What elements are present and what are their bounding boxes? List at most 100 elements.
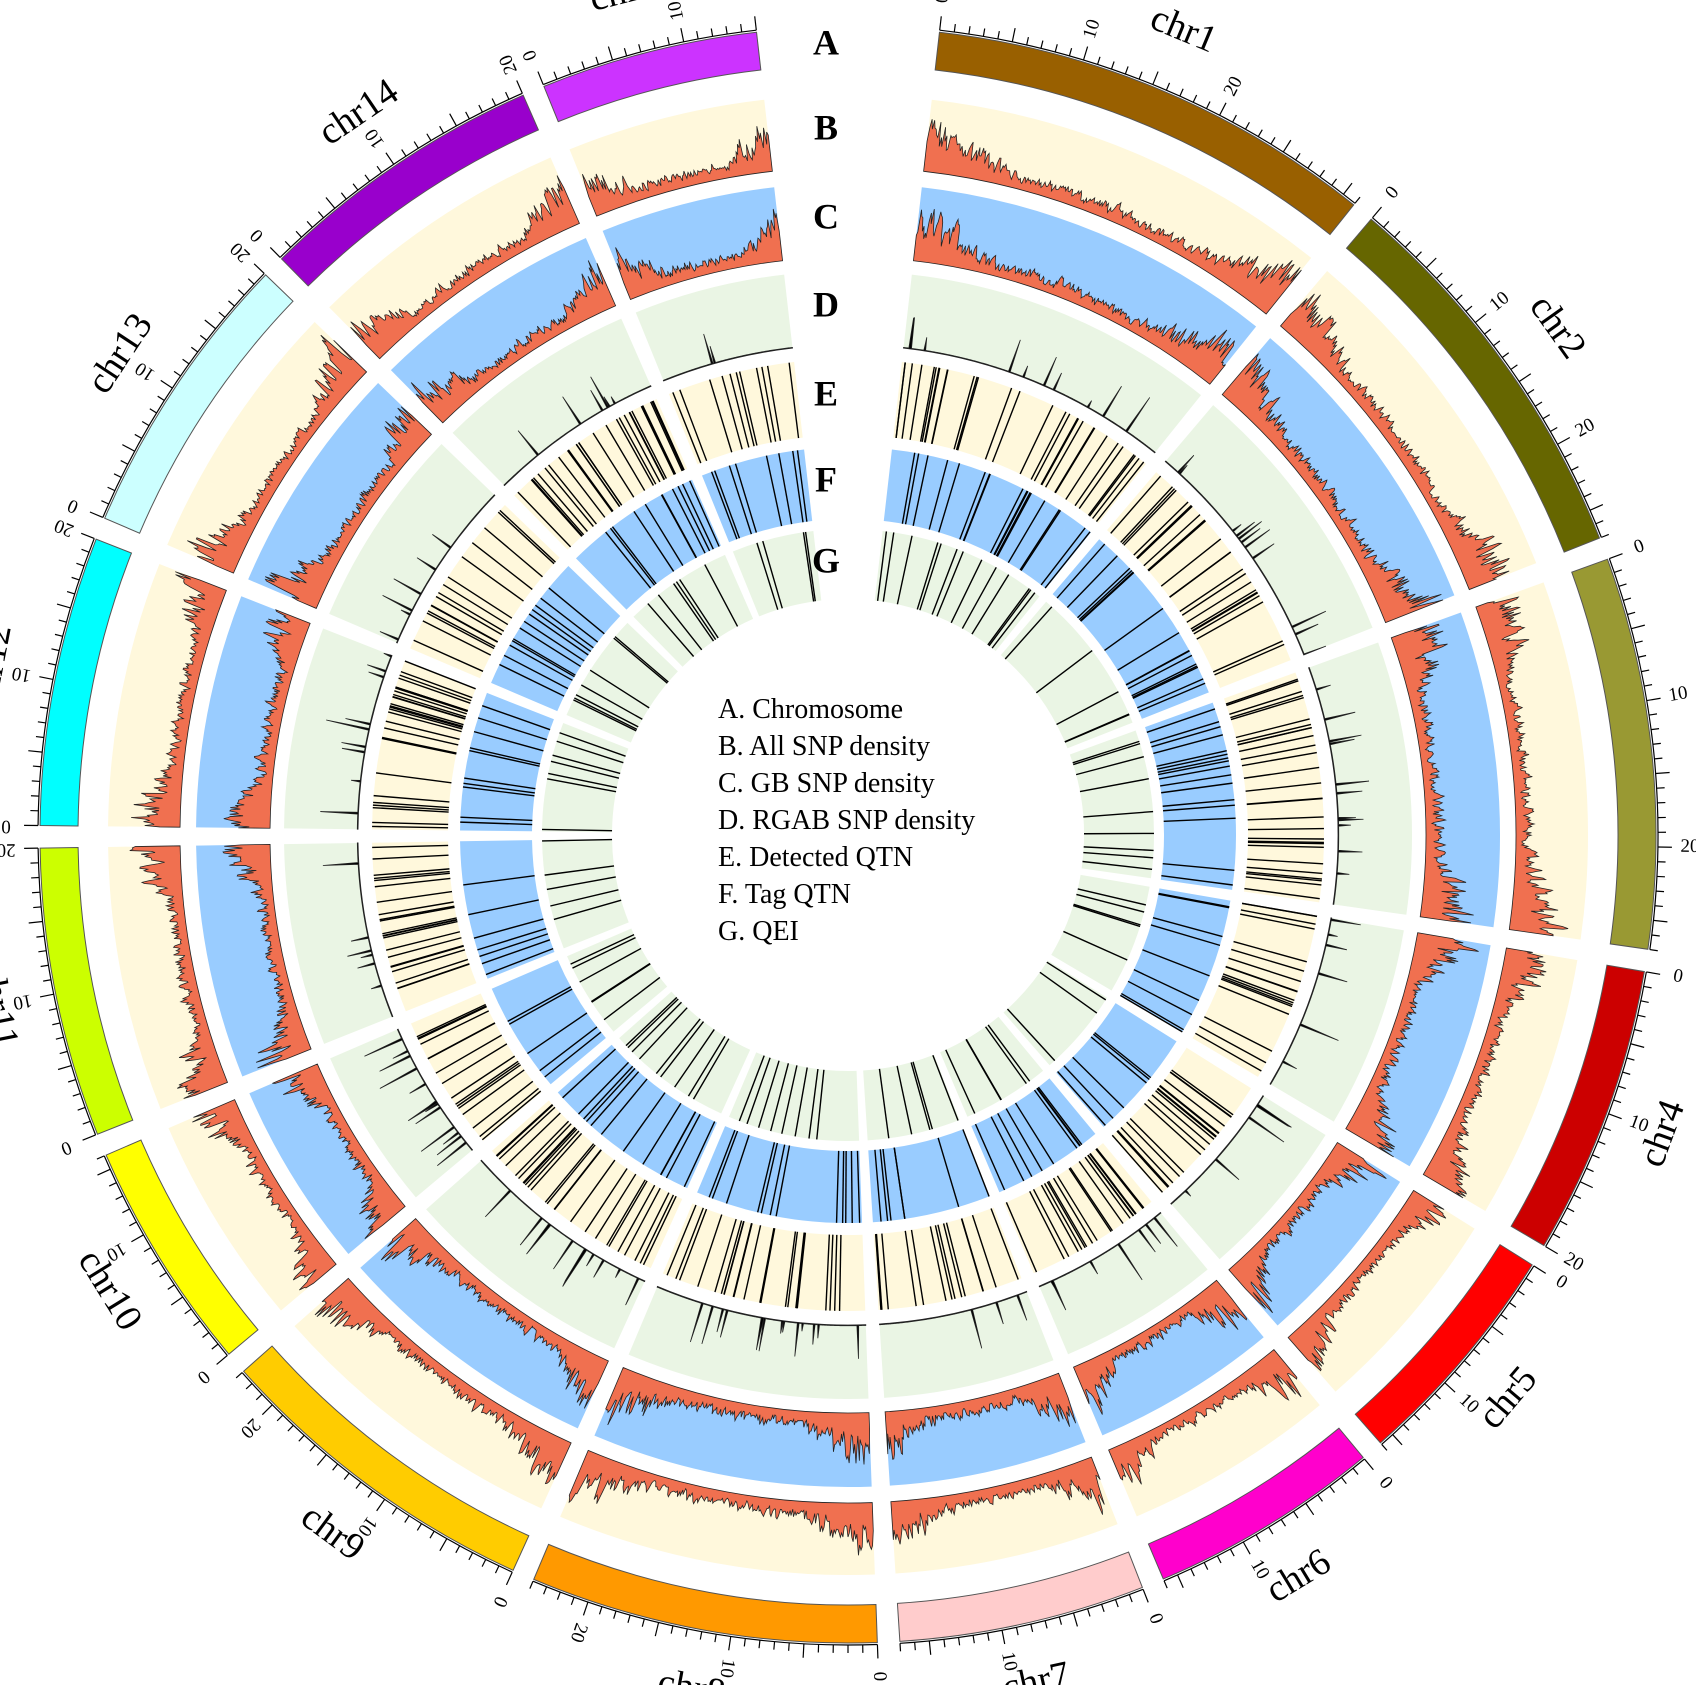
track-B-bg-chr6 bbox=[1108, 1349, 1320, 1517]
track-E-mark-chr9 bbox=[584, 1168, 628, 1233]
track-F-mark-chr15 bbox=[710, 471, 738, 540]
track-E-mark-chr13 bbox=[427, 610, 496, 648]
track-G-mark-chr8 bbox=[738, 1055, 765, 1122]
chr-label-chr9: chr9 bbox=[293, 1495, 372, 1569]
tick-chr2-25 bbox=[1589, 504, 1604, 511]
tick-chr9-1 bbox=[494, 1565, 500, 1574]
track-F-bg-chr5 bbox=[1056, 1003, 1177, 1127]
track-E-mark-chr13 bbox=[435, 595, 503, 636]
tick-label-chr13-0: 0 bbox=[64, 494, 81, 517]
track-G-mark-chr7 bbox=[896, 1065, 913, 1135]
track-E-mark-chr5 bbox=[1155, 1090, 1215, 1140]
tick-chr2-1 bbox=[1383, 220, 1390, 228]
ideogram-chr13 bbox=[104, 274, 294, 534]
track-B-chr7 bbox=[890, 1456, 1105, 1545]
tick-chr3-10 bbox=[1646, 697, 1661, 702]
tick-chr10-16 bbox=[96, 1155, 105, 1160]
track-E-mark-chr11 bbox=[397, 963, 470, 990]
track-G-mark-chr15 bbox=[802, 532, 815, 602]
track-E-mark-chr3 bbox=[1236, 723, 1312, 743]
track-E-mark-chr7 bbox=[934, 1225, 953, 1300]
track-G-mark-chr9 bbox=[638, 1007, 688, 1060]
track-E-mark-chr12 bbox=[387, 711, 462, 733]
track-G-mark-chr12 bbox=[542, 828, 613, 832]
tick-chr4-17 bbox=[1566, 1207, 1575, 1213]
track-E-mark-chr13 bbox=[413, 639, 484, 672]
tick-chr2-17 bbox=[1534, 401, 1543, 407]
tick-chr2-11 bbox=[1484, 328, 1492, 335]
axis-chr7 bbox=[899, 1588, 1144, 1644]
track-E-mark-chr12 bbox=[372, 806, 449, 813]
ideogram-chr8 bbox=[533, 1543, 878, 1644]
track-C-chr11 bbox=[222, 843, 312, 1069]
track-G-bg-chr12 bbox=[542, 722, 629, 833]
track-C-chr4 bbox=[1345, 932, 1479, 1158]
tick-chr13-5 bbox=[122, 444, 135, 452]
track-G-mark-chr12 bbox=[556, 740, 624, 764]
tick-chr15-5 bbox=[607, 46, 614, 61]
track-D-chr4 bbox=[1269, 917, 1361, 1085]
track-E-mark-chr1 bbox=[1087, 454, 1135, 516]
track-E-mark-chr5 bbox=[1129, 1117, 1185, 1173]
track-E-mark-chr12 bbox=[398, 677, 471, 704]
track-F-mark-chr2 bbox=[1066, 555, 1118, 609]
track-E-mark-chr15 bbox=[766, 365, 782, 441]
tick-chr15-10 bbox=[680, 28, 685, 42]
track-D-chr5 bbox=[1170, 1095, 1292, 1205]
tick-label-chr12-20: 20 bbox=[51, 515, 76, 541]
track-F-mark-chr14 bbox=[671, 488, 706, 554]
track-F-mark-chr11 bbox=[481, 939, 551, 965]
tick-chr13-14 bbox=[199, 334, 207, 341]
track-E-mark-chr8 bbox=[795, 1232, 806, 1309]
track-F-mark-chr3 bbox=[1163, 817, 1236, 822]
tick-chr15-8 bbox=[652, 40, 656, 49]
tick-chr15-6 bbox=[623, 47, 628, 57]
tick-chr8-6 bbox=[788, 1642, 790, 1651]
track-F-mark-chr3 bbox=[1161, 782, 1233, 794]
track-E-mark-chr6 bbox=[1084, 1156, 1131, 1219]
tick-chr6-14 bbox=[1190, 1568, 1195, 1577]
track-E-mark-chr8 bbox=[743, 1225, 762, 1300]
tick-chr8-23 bbox=[543, 1586, 548, 1595]
track-F-mark-chr3 bbox=[1156, 750, 1227, 768]
tick-chr4-7 bbox=[1622, 1071, 1631, 1075]
track-G-mark-chr4 bbox=[1063, 930, 1128, 961]
track-C-chr6 bbox=[1073, 1279, 1248, 1415]
tick-chr6-0 bbox=[1363, 1458, 1374, 1471]
tick-chr5-6 bbox=[1482, 1337, 1490, 1344]
tick-chr1-7 bbox=[1040, 40, 1044, 49]
tick-chr4-8 bbox=[1617, 1085, 1626, 1090]
track-G-mark-chr9 bbox=[674, 1029, 715, 1088]
tick-chr9-5 bbox=[439, 1538, 448, 1552]
tick-chr10-10 bbox=[131, 1234, 144, 1243]
track-E-mark-chr11 bbox=[379, 905, 455, 921]
track-E-mark-chr8 bbox=[838, 1234, 842, 1311]
tick-chr7-7 bbox=[1044, 1620, 1048, 1629]
tick-chr7-15 bbox=[928, 1640, 932, 1655]
chr-label-chr13: chr13 bbox=[78, 306, 161, 401]
tick-chr1-17 bbox=[1179, 88, 1184, 97]
track-F-mark-chr15 bbox=[778, 453, 793, 525]
tick-chr6-6 bbox=[1293, 1511, 1299, 1519]
tick-chr13-7 bbox=[141, 421, 150, 427]
track-F-mark-chr4 bbox=[1119, 994, 1183, 1033]
track-E-bg-chr12 bbox=[372, 660, 476, 831]
track-G-mark-chr10 bbox=[570, 933, 635, 965]
tick-chr13-20 bbox=[253, 263, 265, 274]
track-G-bg-chr4 bbox=[1051, 874, 1150, 991]
track-E-mark-chr7 bbox=[945, 1222, 966, 1297]
track-F-mark-chr3 bbox=[1146, 708, 1216, 733]
axis-chr15 bbox=[542, 29, 757, 86]
track-F-bg-chr2 bbox=[1052, 539, 1209, 719]
track-F-mark-chr1 bbox=[938, 463, 961, 533]
track-E-mark-chr8 bbox=[825, 1234, 831, 1311]
track-E-mark-chr3 bbox=[1239, 734, 1314, 753]
track-E-mark-chr13 bbox=[461, 556, 524, 602]
track-E-mark-chr8 bbox=[720, 1220, 743, 1295]
track-E-mark-chr12 bbox=[400, 670, 473, 699]
track-F-mark-chr13 bbox=[509, 644, 573, 681]
tick-chr1-30 bbox=[1342, 182, 1353, 195]
legend-item-F: F. Tag QTN bbox=[718, 879, 851, 910]
track-G-mark-chr1 bbox=[991, 592, 1036, 649]
tick-label-chr12-0: 0 bbox=[1, 816, 11, 837]
